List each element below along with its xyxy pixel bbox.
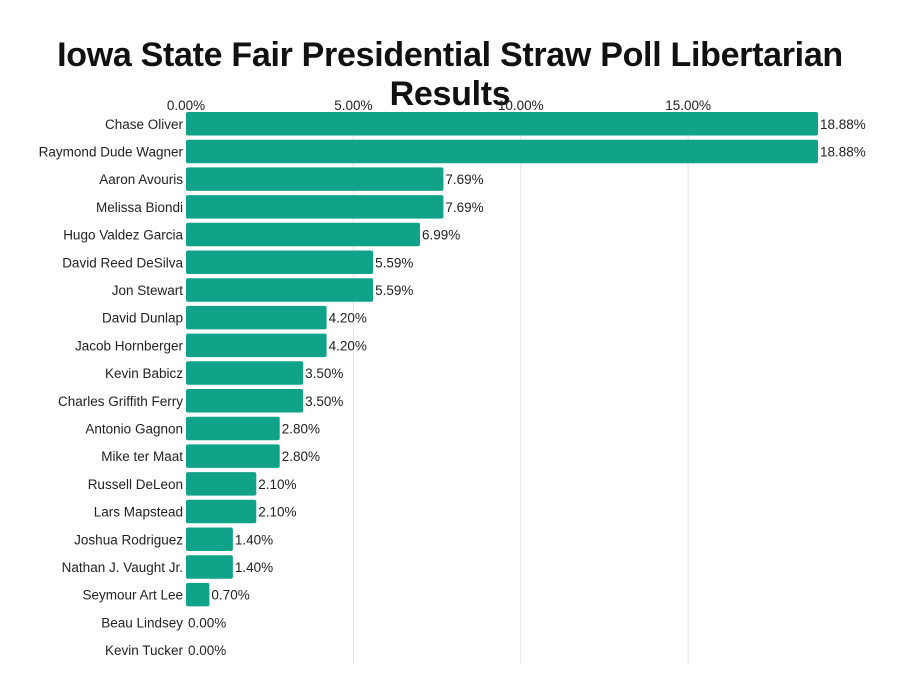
bar — [186, 444, 280, 468]
value-label: 5.59% — [375, 283, 413, 298]
category-label: Kevin Tucker — [105, 643, 184, 658]
category-labels: Chase Oliver Raymond Dude Wagner Aaron Avo… — [39, 117, 184, 658]
x-tick-label: 5.00% — [334, 98, 372, 113]
category-label: Chase Oliver — [105, 117, 184, 132]
value-labels: 18.88% 18.88% 7.69% 7.69% 6.99% 5.59% 5.59% 4.2… — [188, 117, 866, 658]
bar — [186, 167, 444, 191]
category-label: Joshua Rodriguez — [74, 532, 183, 547]
category-label: Kevin Babicz — [105, 366, 183, 381]
value-label: 0.00% — [188, 643, 226, 658]
category-label: Raymond Dude Wagner — [39, 144, 184, 159]
bar — [186, 139, 818, 164]
bar — [186, 361, 304, 385]
category-label: Antonio Gagnon — [85, 421, 183, 436]
bar — [186, 305, 327, 330]
value-label: 4.20% — [329, 338, 367, 353]
bar — [186, 472, 257, 496]
bar — [186, 499, 257, 524]
chart-title: Iowa State Fair Presidential Straw Poll … — [57, 36, 843, 113]
category-label: Nathan J. Vaught Jr. — [62, 560, 183, 575]
x-tick-label: 10.00% — [498, 98, 544, 113]
grid-lines — [352, 110, 689, 664]
bar — [186, 416, 280, 441]
category-label: Melissa Biondi — [96, 200, 183, 215]
bar — [186, 195, 444, 219]
bar — [186, 527, 233, 551]
value-label: 1.40% — [235, 532, 273, 547]
bar — [186, 555, 233, 579]
x-axis-ticks: 0.00% 5.00% 10.00% 15.00% — [167, 98, 711, 113]
x-tick-label: 15.00% — [665, 98, 711, 113]
category-label: Seymour Art Lee — [82, 588, 183, 603]
value-label: 3.50% — [305, 394, 343, 409]
category-label: Mike ter Maat — [101, 449, 183, 464]
category-label: Russell DeLeon — [88, 477, 183, 492]
value-label: 5.59% — [375, 255, 413, 270]
value-label: 2.80% — [282, 421, 320, 436]
x-tick-label: 0.00% — [167, 98, 205, 113]
bar — [186, 278, 374, 302]
bar — [186, 112, 818, 136]
value-label: 1.40% — [235, 560, 273, 575]
value-label: 18.88% — [820, 144, 866, 159]
value-label: 0.70% — [211, 588, 249, 603]
category-label: Charles Griffith Ferry — [58, 394, 183, 409]
value-label: 4.20% — [329, 311, 367, 326]
value-label: 0.00% — [188, 615, 226, 630]
category-label: David Dunlap — [102, 311, 183, 326]
value-label: 7.69% — [445, 172, 483, 187]
value-label: 7.69% — [445, 200, 483, 215]
bar — [186, 333, 327, 358]
category-label: David Reed DeSilva — [62, 255, 183, 270]
bar — [186, 250, 374, 274]
value-label: 2.10% — [258, 505, 296, 520]
category-label: Jon Stewart — [112, 283, 184, 298]
bars — [186, 112, 818, 607]
category-label: Jacob Hornberger — [75, 338, 184, 353]
value-label: 6.99% — [422, 228, 460, 243]
category-label: Lars Mapstead — [94, 505, 183, 520]
category-label: Beau Lindsey — [101, 615, 183, 630]
category-label: Hugo Valdez Garcia — [63, 228, 183, 243]
category-label: Aaron Avouris — [99, 172, 183, 187]
bar — [186, 222, 420, 247]
value-label: 3.50% — [305, 366, 343, 381]
value-label: 18.88% — [820, 117, 866, 132]
bar — [186, 389, 304, 413]
value-label: 2.10% — [258, 477, 296, 492]
value-label: 2.80% — [282, 449, 320, 464]
bar — [186, 582, 210, 607]
